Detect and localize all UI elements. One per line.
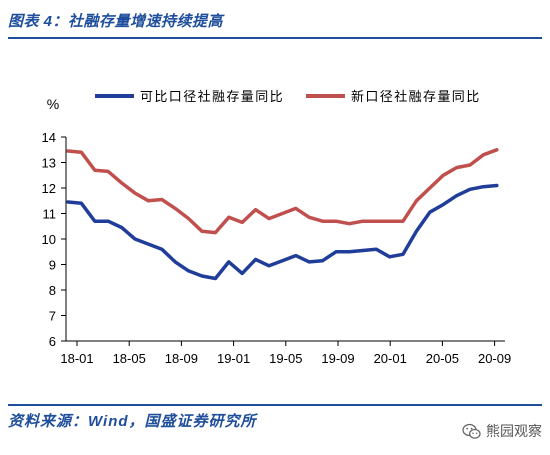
source-note: 资料来源：Wind，国盛证券研究所: [8, 413, 257, 430]
x-axis-ticks: 18-01 18-05 18-09 19-01 19-05 19-09 20-01 20-05…: [60, 341, 511, 366]
watermark-text: 熊园观察: [486, 423, 542, 439]
legend-label-new-caliber: 新口径社融存量同比: [351, 89, 481, 104]
legend: 可比口径社融存量同比 新口径社融存量同比: [95, 89, 481, 104]
legend-label-comparable-caliber: 可比口径社融存量同比: [140, 89, 284, 104]
x-tick-label: 20-01: [374, 351, 407, 366]
y-tick-label: 14: [42, 130, 56, 145]
x-tick-label: 20-09: [478, 351, 511, 366]
series-line-comparable-caliber: [66, 183, 499, 281]
y-axis-ticks: 6 7 8 9 10 11 12 13 14: [42, 130, 66, 349]
x-tick-label: 18-01: [60, 351, 93, 366]
x-tick-label: 18-05: [113, 351, 146, 366]
y-tick-label: 9: [49, 258, 56, 273]
title-divider: [8, 37, 542, 39]
x-tick-label: 19-09: [321, 351, 354, 366]
wechat-icon: [462, 423, 481, 440]
x-tick-label: 18-09: [165, 351, 198, 366]
y-axis-unit-label: %: [47, 96, 59, 112]
legend-item-new-caliber: 新口径社融存量同比: [306, 89, 481, 104]
x-tick-label: 19-05: [269, 351, 302, 366]
y-tick-label: 8: [49, 283, 56, 298]
watermark: 熊园观察: [462, 421, 542, 441]
y-tick-label: 6: [49, 334, 56, 349]
x-tick-label: 19-01: [217, 351, 250, 366]
series-lines: [66, 148, 499, 281]
legend-item-comparable-caliber: 可比口径社融存量同比: [95, 89, 284, 104]
series-line-new-caliber: [66, 148, 499, 235]
x-tick-label: 20-05: [426, 351, 459, 366]
y-tick-label: 11: [43, 207, 57, 222]
y-tick-label: 10: [42, 232, 56, 247]
y-tick-label: 7: [49, 309, 56, 324]
figure-title: 图表 4：社融存量增速持续提高: [8, 13, 224, 30]
y-tick-label: 13: [42, 156, 56, 171]
source-divider: [8, 404, 542, 406]
y-tick-label: 12: [42, 181, 56, 196]
